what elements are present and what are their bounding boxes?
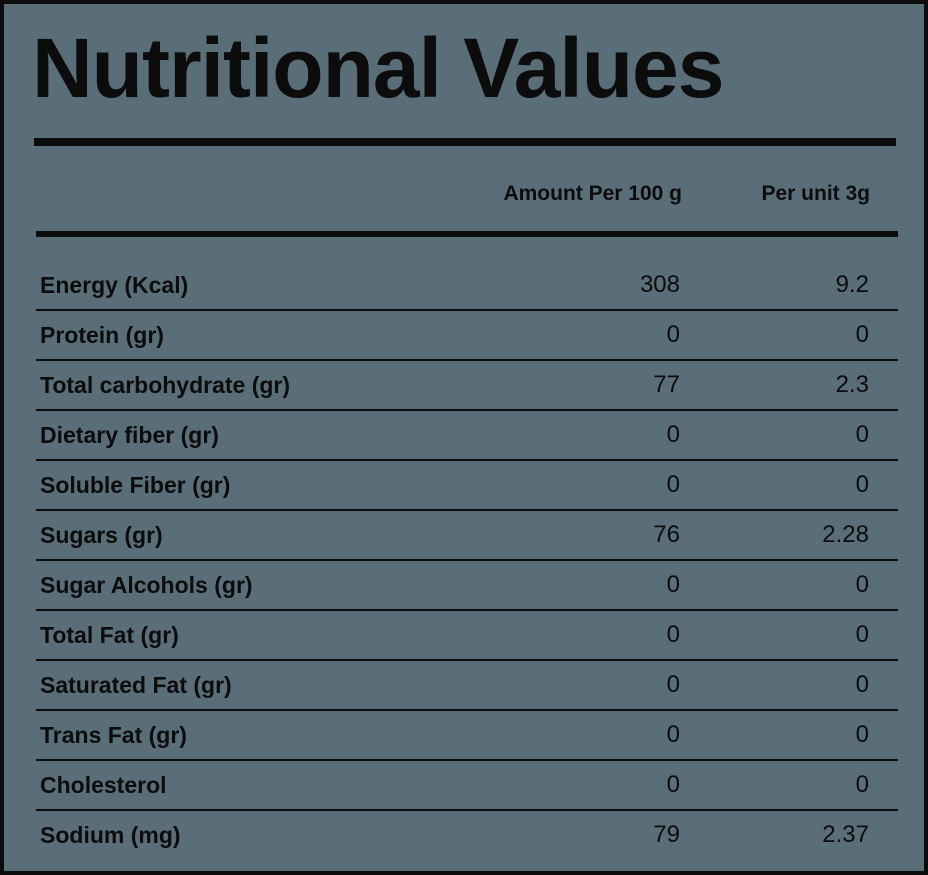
nutrient-label: Saturated Fat (gr) — [40, 672, 232, 698]
value-per-100g: 77 — [653, 371, 680, 398]
value-per-100g: 308 — [639, 271, 680, 298]
row-divider — [36, 359, 898, 361]
table-row: Protein (gr) 0 0 — [0, 310, 928, 360]
value-per-100g: 0 — [666, 721, 680, 748]
nutrient-label: Sodium (mg) — [40, 822, 181, 848]
value-per-100g: 0 — [666, 671, 680, 698]
table-row: Sodium (mg) 79 2.37 — [0, 810, 928, 860]
value-per-unit: 0 — [855, 571, 869, 598]
value-per-unit: 9.2 — [835, 271, 869, 298]
value-per-100g: 0 — [666, 321, 680, 348]
nutrient-label: Dietary fiber (gr) — [40, 422, 219, 448]
value-per-unit: 0 — [855, 771, 869, 798]
table-row: Trans Fat (gr) 0 0 — [0, 710, 928, 760]
value-per-unit: 0 — [855, 721, 869, 748]
title-divider — [34, 138, 896, 146]
nutrient-label: Sugar Alcohols (gr) — [40, 572, 253, 598]
table-row: Sugars (gr) 76 2.28 — [0, 510, 928, 560]
column-header-per-100g: Amount Per 100 g — [503, 182, 682, 205]
value-per-100g: 79 — [653, 821, 680, 848]
value-per-unit: 0 — [855, 621, 869, 648]
table-row: Total Fat (gr) 0 0 — [0, 610, 928, 660]
value-per-100g: 76 — [653, 521, 680, 548]
row-divider — [36, 309, 898, 311]
row-divider — [36, 759, 898, 761]
table-row: Saturated Fat (gr) 0 0 — [0, 660, 928, 710]
page-title: Nutritional Values — [32, 21, 724, 115]
value-per-unit: 0 — [855, 321, 869, 348]
value-per-100g: 0 — [666, 621, 680, 648]
row-divider — [36, 659, 898, 661]
row-divider — [36, 559, 898, 561]
row-divider — [36, 709, 898, 711]
value-per-unit: 2.3 — [835, 371, 869, 398]
value-per-100g: 0 — [666, 421, 680, 448]
value-per-unit: 0 — [855, 471, 869, 498]
value-per-unit: 0 — [855, 421, 869, 448]
row-divider — [36, 409, 898, 411]
row-divider — [36, 459, 898, 461]
nutrient-label: Trans Fat (gr) — [40, 722, 187, 748]
header-divider — [36, 231, 898, 237]
row-divider — [36, 809, 898, 811]
table-row: Dietary fiber (gr) 0 0 — [0, 410, 928, 460]
value-per-unit: 0 — [855, 671, 869, 698]
nutrient-label: Total carbohydrate (gr) — [40, 372, 291, 398]
row-divider — [36, 609, 898, 611]
nutrient-label: Protein (gr) — [40, 322, 164, 348]
nutrient-label: Energy (Kcal) — [40, 272, 189, 298]
table-row: Cholesterol 0 0 — [0, 760, 928, 810]
value-per-unit: 2.28 — [822, 521, 869, 548]
nutrient-label: Sugars (gr) — [40, 522, 163, 548]
table-row: Total carbohydrate (gr) 77 2.3 — [0, 360, 928, 410]
nutrient-label: Total Fat (gr) — [40, 622, 179, 648]
value-per-unit: 2.37 — [822, 821, 869, 848]
table-row: Soluble Fiber (gr) 0 0 — [0, 460, 928, 510]
row-divider — [36, 509, 898, 511]
value-per-100g: 0 — [666, 471, 680, 498]
table-row: Sugar Alcohols (gr) 0 0 — [0, 560, 928, 610]
nutrient-label: Cholesterol — [40, 772, 167, 798]
table-row: Energy (Kcal) 308 9.2 — [0, 260, 928, 310]
value-per-100g: 0 — [666, 571, 680, 598]
value-per-100g: 0 — [666, 771, 680, 798]
column-header-per-unit: Per unit 3g — [761, 182, 870, 205]
nutrient-label: Soluble Fiber (gr) — [40, 472, 231, 498]
